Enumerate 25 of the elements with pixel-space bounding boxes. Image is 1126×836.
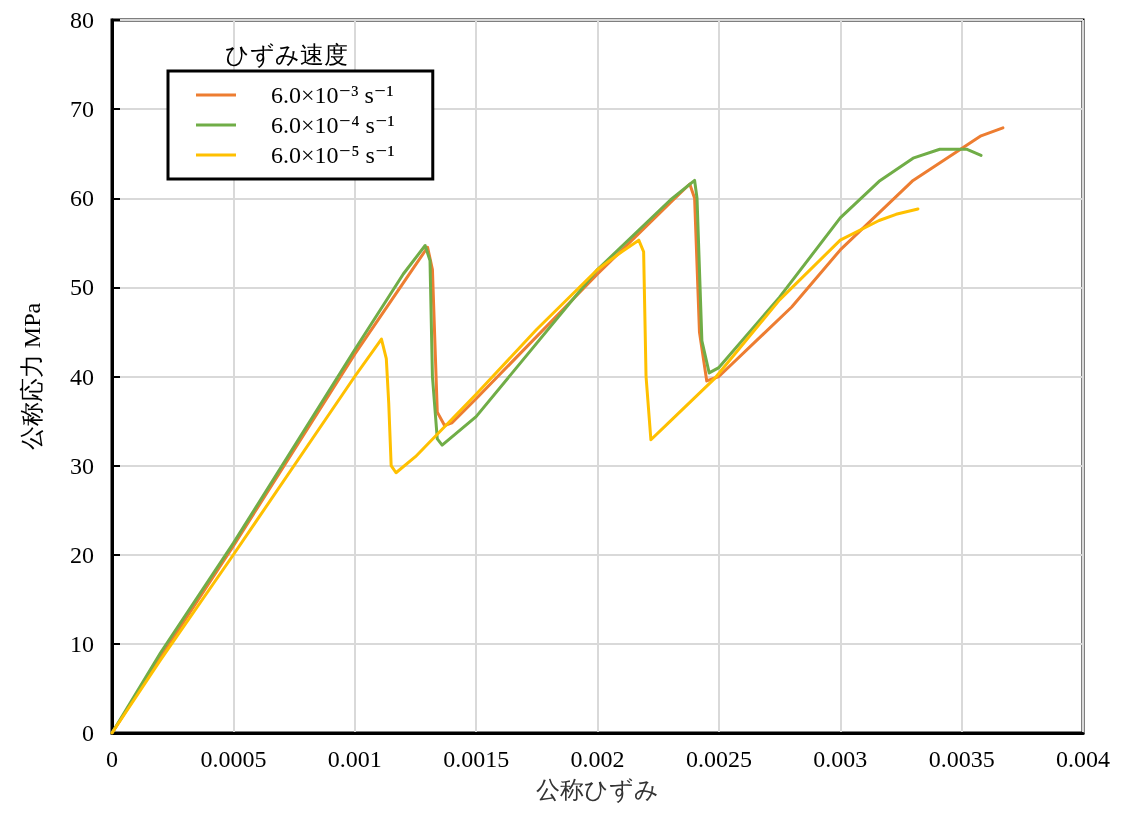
x-tick-label: 0.0015 bbox=[443, 746, 510, 772]
legend-title: ひずみ速度 bbox=[225, 42, 348, 68]
x-tick-label: 0.004 bbox=[1056, 746, 1110, 772]
y-tick-label: 50 bbox=[70, 274, 94, 301]
legend-label: 6.0×10⁻³ s⁻¹ bbox=[271, 82, 394, 108]
y-axis-title: 公称応力 MPa bbox=[19, 302, 45, 451]
y-tick-label: 70 bbox=[70, 96, 94, 123]
line-series bbox=[110, 207, 920, 735]
x-tick-label: 0.0025 bbox=[685, 746, 752, 772]
legend-label: 6.0×10⁻⁵ s⁻¹ bbox=[271, 142, 395, 168]
x-tick-label: 0 bbox=[106, 746, 118, 772]
y-tick-label: 20 bbox=[70, 541, 94, 568]
y-tick-label: 10 bbox=[70, 630, 94, 657]
x-tick-label: 0.003 bbox=[813, 746, 868, 772]
y-tick-label: 60 bbox=[70, 185, 94, 212]
x-tick-label: 0.0005 bbox=[200, 746, 267, 772]
x-tick-label: 0.0035 bbox=[928, 746, 995, 772]
y-tick-label: 80 bbox=[70, 7, 94, 33]
x-tick-label: 0.001 bbox=[327, 746, 382, 772]
y-tick-label: 30 bbox=[70, 452, 94, 479]
legend-label: 6.0×10⁻⁴ s⁻¹ bbox=[271, 112, 395, 138]
y-tick-label: 40 bbox=[70, 363, 94, 390]
y-tick-label: 0 bbox=[82, 720, 94, 746]
x-tick-label: 0.002 bbox=[570, 746, 625, 772]
x-axis-title: 公称ひずみ bbox=[536, 777, 659, 803]
